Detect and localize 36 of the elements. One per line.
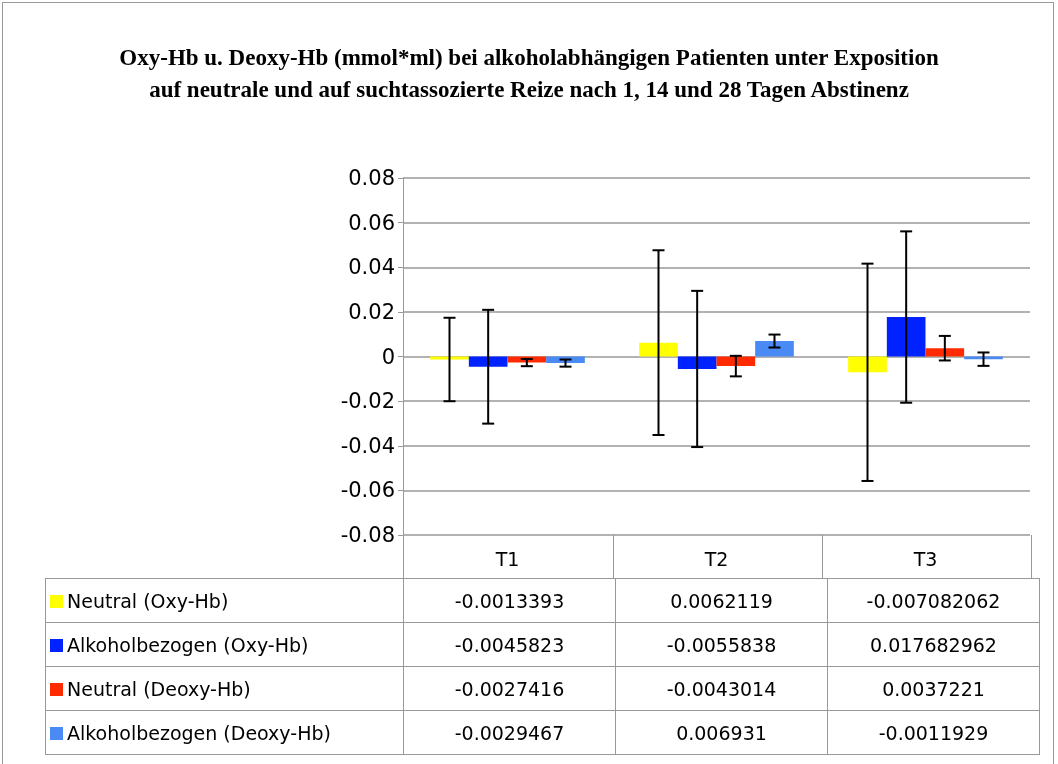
data-label: -0.0045823 (403, 622, 616, 667)
data-label: -0.0055838 (615, 622, 828, 667)
legend-label: Neutral (Deoxy-Hb) (45, 666, 404, 711)
legend-label: Alkoholbezogen (Oxy-Hb) (45, 622, 404, 667)
legend-label: Alkoholbezogen (Deoxy-Hb) (45, 710, 404, 755)
bar (755, 341, 794, 357)
data-label: 0.0062119 (615, 578, 828, 623)
y-tick-label: 0 (381, 344, 395, 369)
bar (468, 356, 508, 367)
bar (639, 342, 678, 357)
data-label: 0.006931 (615, 710, 828, 755)
x-tick-label: T3 (912, 547, 938, 570)
bar (886, 317, 926, 357)
y-tick-label: 0.06 (348, 210, 395, 235)
x-tick-label: T1 (494, 547, 520, 570)
bar (925, 348, 965, 357)
data-label: -0.0043014 (615, 666, 828, 711)
chart-title: Oxy-Hb u. Deoxy-Hb (mmol*ml) bei alkoholabhängigen Patienten unter Exposition auf neutrale und auf suchtassozierte Reize nach 1, 14 und 28 Tagen Abstinenz (119, 44, 939, 104)
data-label: 0.0037221 (827, 666, 1040, 711)
legend-label: Neutral (Oxy-Hb) (45, 578, 404, 623)
bar (848, 356, 887, 373)
data-label: -0.0029467 (403, 710, 616, 755)
x-tick-label: T2 (703, 547, 729, 570)
bar (677, 356, 717, 369)
y-tick-label: 0.08 (348, 166, 395, 190)
data-label: -0.0027416 (403, 666, 616, 711)
y-tick-label: -0.04 (340, 433, 395, 458)
y-tick-label: -0.06 (340, 478, 395, 503)
data-label: -0.0013393 (403, 578, 616, 623)
y-tick-label: -0.08 (340, 523, 395, 547)
data-label: -0.0011929 (827, 710, 1040, 755)
y-tick-label: -0.02 (340, 389, 395, 414)
data-label: -0.007082062 (827, 578, 1040, 623)
data-label: 0.017682962 (827, 622, 1040, 667)
y-tick-label: 0.02 (348, 299, 395, 324)
y-tick-label: 0.04 (348, 255, 395, 280)
